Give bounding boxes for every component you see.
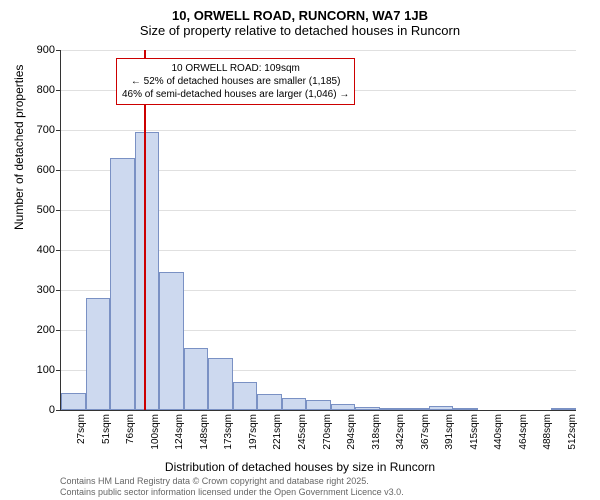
y-tick-label: 200: [30, 324, 55, 336]
histogram-bar: [282, 398, 307, 410]
histogram-bar: [233, 382, 258, 410]
histogram-chart: 10, ORWELL ROAD, RUNCORN, WA7 1JB Size o…: [0, 0, 600, 500]
x-tick-label: 270sqm: [322, 414, 333, 454]
x-tick-label: 76sqm: [125, 414, 136, 454]
x-tick-label: 488sqm: [542, 414, 553, 454]
chart-title-sub: Size of property relative to detached ho…: [0, 23, 600, 42]
y-tick-label: 800: [30, 84, 55, 96]
histogram-bar: [61, 393, 86, 410]
x-tick-label: 318sqm: [371, 414, 382, 454]
histogram-bar: [331, 404, 356, 410]
annotation-line3: 46% of semi-detached houses are larger (…: [122, 88, 349, 101]
x-tick-label: 100sqm: [150, 414, 161, 454]
footer-credits: Contains HM Land Registry data © Crown c…: [60, 476, 404, 498]
histogram-bar: [86, 298, 111, 410]
annotation-box: 10 ORWELL ROAD: 109sqm ← 52% of detached…: [116, 58, 355, 105]
histogram-bar: [355, 407, 380, 410]
y-tick-label: 700: [30, 124, 55, 136]
annotation-line2: ← 52% of detached houses are smaller (1,…: [122, 75, 349, 88]
x-tick-label: 294sqm: [346, 414, 357, 454]
x-tick-label: 245sqm: [297, 414, 308, 454]
histogram-bar: [184, 348, 209, 410]
plot-area: 10 ORWELL ROAD: 109sqm ← 52% of detached…: [60, 50, 576, 411]
y-tick-label: 0: [30, 404, 55, 416]
x-tick-label: 367sqm: [420, 414, 431, 454]
x-tick-label: 197sqm: [248, 414, 259, 454]
histogram-bar: [257, 394, 282, 410]
x-tick-label: 148sqm: [199, 414, 210, 454]
histogram-bar: [159, 272, 184, 410]
chart-title-main: 10, ORWELL ROAD, RUNCORN, WA7 1JB: [0, 0, 600, 23]
histogram-bar: [551, 408, 576, 410]
x-tick-label: 440sqm: [493, 414, 504, 454]
histogram-bar: [453, 408, 478, 410]
x-tick-label: 391sqm: [444, 414, 455, 454]
y-tick-label: 300: [30, 284, 55, 296]
histogram-bar: [110, 158, 135, 410]
x-tick-label: 124sqm: [174, 414, 185, 454]
annotation-line1: 10 ORWELL ROAD: 109sqm: [122, 62, 349, 75]
x-tick-label: 173sqm: [223, 414, 234, 454]
x-tick-label: 27sqm: [76, 414, 87, 454]
x-tick-label: 221sqm: [272, 414, 283, 454]
x-tick-label: 342sqm: [395, 414, 406, 454]
y-tick-label: 900: [30, 44, 55, 56]
x-tick-label: 512sqm: [567, 414, 578, 454]
y-tick-label: 100: [30, 364, 55, 376]
x-tick-label: 464sqm: [518, 414, 529, 454]
histogram-bar: [306, 400, 331, 410]
histogram-bar: [429, 406, 454, 410]
histogram-bar: [404, 408, 429, 410]
y-axis-label: Number of detached properties: [12, 65, 26, 230]
y-tick-label: 600: [30, 164, 55, 176]
x-tick-label: 51sqm: [101, 414, 112, 454]
footer-line2: Contains public sector information licen…: [60, 487, 404, 498]
histogram-bar: [135, 132, 160, 410]
histogram-bar: [380, 408, 405, 410]
y-tick-label: 500: [30, 204, 55, 216]
y-tick-label: 400: [30, 244, 55, 256]
x-axis-label: Distribution of detached houses by size …: [0, 460, 600, 474]
histogram-bar: [208, 358, 233, 410]
x-tick-label: 415sqm: [469, 414, 480, 454]
footer-line1: Contains HM Land Registry data © Crown c…: [60, 476, 404, 487]
